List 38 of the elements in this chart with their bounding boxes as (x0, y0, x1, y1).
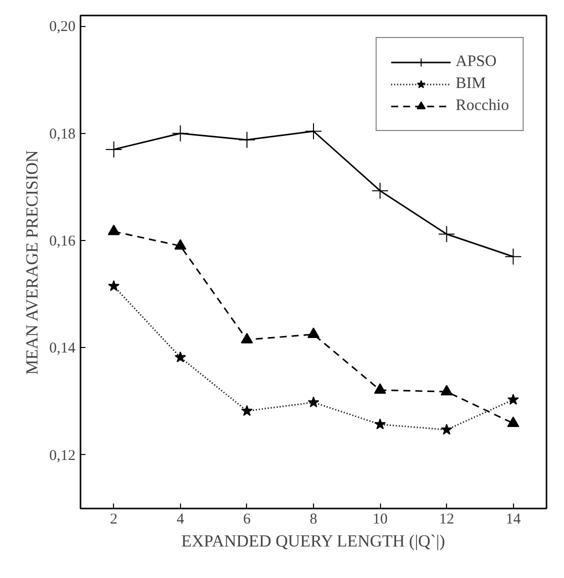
point (174, 239, 186, 250)
point (372, 182, 389, 200)
point (241, 404, 253, 416)
point (172, 124, 189, 142)
x-axis-title: EXPANDED QUERY LENGTH (|Q`|) (181, 532, 446, 550)
point (504, 248, 522, 266)
x-tick-label: 10 (372, 512, 388, 528)
point (238, 131, 256, 148)
y-tick-label: 0,16 (49, 234, 76, 250)
y-tick-label: 0,12 (49, 448, 76, 464)
y-axis-title: MEAN AVERAGE PRECISION (22, 150, 42, 375)
x-tick-label: 14 (506, 512, 522, 528)
point (308, 396, 320, 408)
point (438, 226, 456, 243)
point (440, 424, 452, 435)
point (174, 351, 186, 362)
y-tick-label: 0,18 (49, 126, 76, 142)
x-tick-label: 8 (310, 512, 318, 528)
x-tick-label: 4 (176, 512, 185, 528)
legend-label: APSO (456, 53, 497, 71)
point (507, 394, 519, 405)
point (108, 280, 120, 292)
point (105, 140, 122, 158)
point (440, 384, 453, 396)
legend-label: Rocchio (456, 97, 509, 115)
x-tick-label: 12 (439, 512, 454, 528)
x-tick-label: 2 (110, 512, 118, 528)
point (507, 416, 520, 427)
x-tick-label: 6 (243, 512, 252, 528)
y-tick-label: 0,20 (49, 19, 76, 36)
y-tick-label: 0,14 (49, 340, 76, 357)
point (374, 383, 386, 394)
point (108, 224, 120, 236)
legend-label: BIM (456, 75, 486, 93)
point (308, 327, 320, 338)
point (305, 122, 322, 140)
point (240, 332, 253, 344)
point (374, 418, 386, 430)
